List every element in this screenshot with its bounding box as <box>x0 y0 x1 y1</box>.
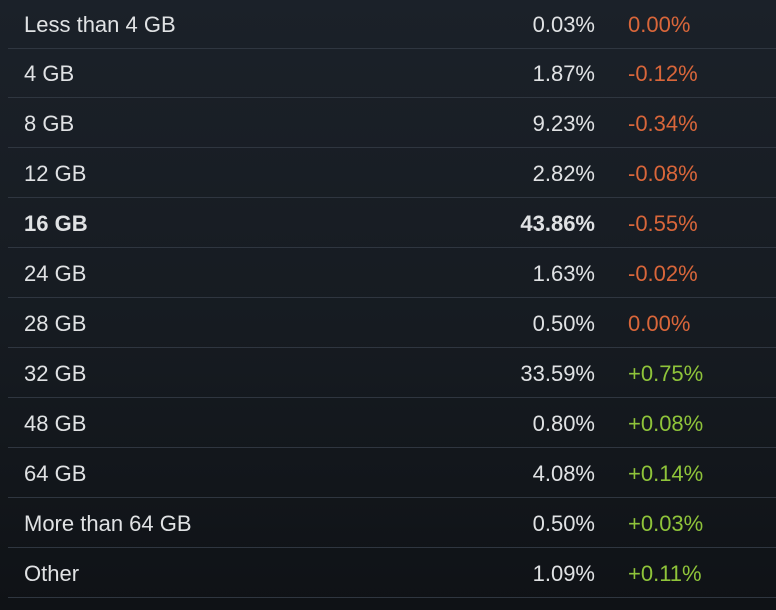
row-label: 48 GB <box>24 411 87 436</box>
row-change: -0.08% <box>628 161 698 186</box>
table-row: 12 GB 2.82% -0.08% <box>8 149 776 198</box>
row-change: 0.00% <box>628 311 691 336</box>
row-percent: 2.82% <box>532 161 595 186</box>
row-label: 12 GB <box>24 161 87 186</box>
table-row-highlighted: 16 GB 43.86% -0.55% <box>8 199 776 248</box>
row-label: 28 GB <box>24 311 87 336</box>
row-percent: 1.09% <box>532 561 595 586</box>
table-row: 28 GB 0.50% 0.00% <box>8 299 776 348</box>
table-row: 32 GB 33.59% +0.75% <box>8 349 776 398</box>
row-percent: 33.59% <box>520 361 595 386</box>
row-label: 8 GB <box>24 111 75 136</box>
row-label: 16 GB <box>24 211 88 236</box>
row-label: Less than 4 GB <box>24 12 176 37</box>
row-change: -0.34% <box>628 111 698 136</box>
table-row: 24 GB 1.63% -0.02% <box>8 249 776 298</box>
row-change: +0.75% <box>628 361 704 386</box>
row-label: 32 GB <box>24 361 87 386</box>
row-change: 0.00% <box>628 12 691 37</box>
row-label: 4 GB <box>24 61 75 86</box>
table-row: 4 GB 1.87% -0.12% <box>8 49 776 98</box>
table-row: 8 GB 9.23% -0.34% <box>8 99 776 148</box>
table-row: Less than 4 GB 0.03% 0.00% <box>8 0 776 49</box>
row-label: More than 64 GB <box>24 511 192 536</box>
row-change: -0.02% <box>628 261 698 286</box>
row-percent: 0.50% <box>532 511 595 536</box>
row-percent: 1.87% <box>532 61 595 86</box>
row-percent: 43.86% <box>520 211 595 236</box>
row-percent: 0.03% <box>532 12 595 37</box>
row-percent: 1.63% <box>532 261 595 286</box>
row-change: -0.12% <box>628 61 698 86</box>
row-percent: 9.23% <box>532 111 595 136</box>
row-label: Other <box>24 561 80 586</box>
row-percent: 4.08% <box>532 461 595 486</box>
row-change: +0.03% <box>628 511 704 536</box>
row-label: 64 GB <box>24 461 87 486</box>
row-label: 24 GB <box>24 261 87 286</box>
table-row: 64 GB 4.08% +0.14% <box>8 449 776 498</box>
table-row: 48 GB 0.80% +0.08% <box>8 399 776 448</box>
table-row: More than 64 GB 0.50% +0.03% <box>8 499 776 548</box>
row-change: +0.11% <box>628 561 702 586</box>
row-percent: 0.80% <box>532 411 595 436</box>
row-percent: 0.50% <box>532 311 595 336</box>
table-row: Other 1.09% +0.11% <box>8 549 776 598</box>
row-change: +0.14% <box>628 461 704 486</box>
row-change: -0.55% <box>628 211 698 236</box>
row-change: +0.08% <box>628 411 704 436</box>
